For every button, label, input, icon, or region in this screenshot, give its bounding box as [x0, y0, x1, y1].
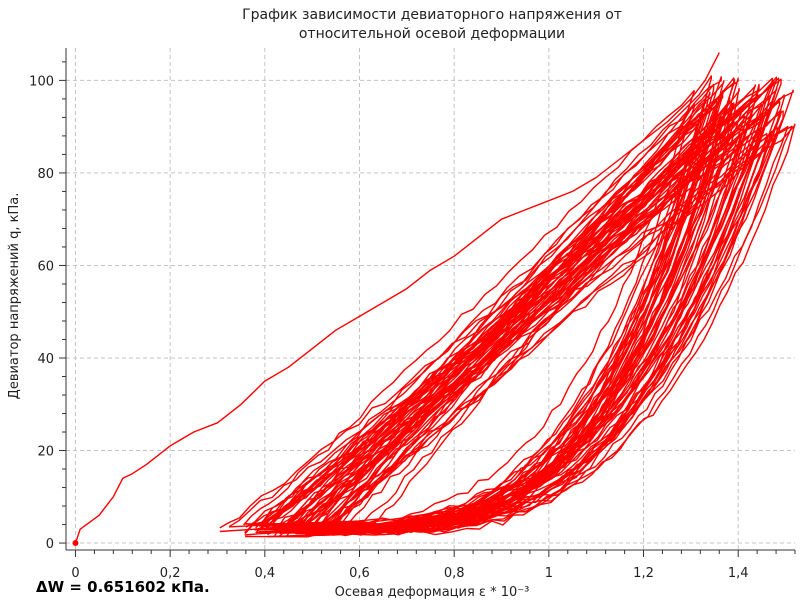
- loading-cycle: [281, 126, 778, 535]
- loading-cycle: [315, 125, 789, 534]
- x-tick-label: 1: [545, 566, 553, 581]
- axes: 0 0,2 0,4 0,6 0,8 1 1,2 1,4 0 20 40 60 80 100: [29, 48, 796, 581]
- x-tick-label: 1,2: [633, 566, 654, 581]
- y-tick-label: 0: [46, 537, 54, 552]
- x-tick-label: 0,4: [254, 566, 275, 581]
- x-tick-label: 0,8: [444, 566, 465, 581]
- loading-cycle: [312, 100, 718, 530]
- loading-cycle: [291, 80, 725, 532]
- loading-cycle: [321, 104, 705, 533]
- x-tick-label: 0,2: [160, 566, 181, 581]
- initial-loading-curve: [74, 52, 720, 544]
- chart-title-line-2: относительной осевой деформации: [299, 26, 565, 42]
- loading-cycle: [363, 87, 740, 536]
- loading-cycle: [278, 75, 712, 536]
- y-tick-label: 80: [37, 167, 54, 182]
- y-tick-label: 60: [37, 259, 54, 274]
- loading-cycle: [356, 84, 756, 533]
- y-tick-label: 40: [37, 352, 54, 367]
- y-axis-title: Девиатор напряжений q, кПа.: [7, 193, 22, 400]
- origin-point: [72, 540, 79, 547]
- data-series: [72, 52, 796, 547]
- loading-cycle: [322, 124, 721, 535]
- loading-cycle: [331, 95, 772, 531]
- x-axis-title: Осевая деформация ε * 10⁻³: [335, 585, 530, 600]
- grid: [66, 48, 795, 550]
- loading-cycle: [243, 89, 695, 529]
- chart-title-line-1: График зависимости девиаторного напряжен…: [242, 7, 622, 23]
- x-tick-label: 1,4: [728, 566, 749, 581]
- x-tick-label: 0: [71, 566, 79, 581]
- loading-cycle: [261, 125, 793, 530]
- y-tick-label: 20: [37, 445, 54, 460]
- loading-cycle: [293, 77, 739, 536]
- energy-readout: ΔW = 0.651602 кПа.: [36, 578, 210, 596]
- y-tick-label: 100: [29, 74, 54, 89]
- x-tick-label: 0,6: [349, 566, 370, 581]
- loading-cycle: [266, 77, 773, 530]
- loading-cycle: [340, 113, 753, 530]
- loading-cycle: [317, 123, 796, 529]
